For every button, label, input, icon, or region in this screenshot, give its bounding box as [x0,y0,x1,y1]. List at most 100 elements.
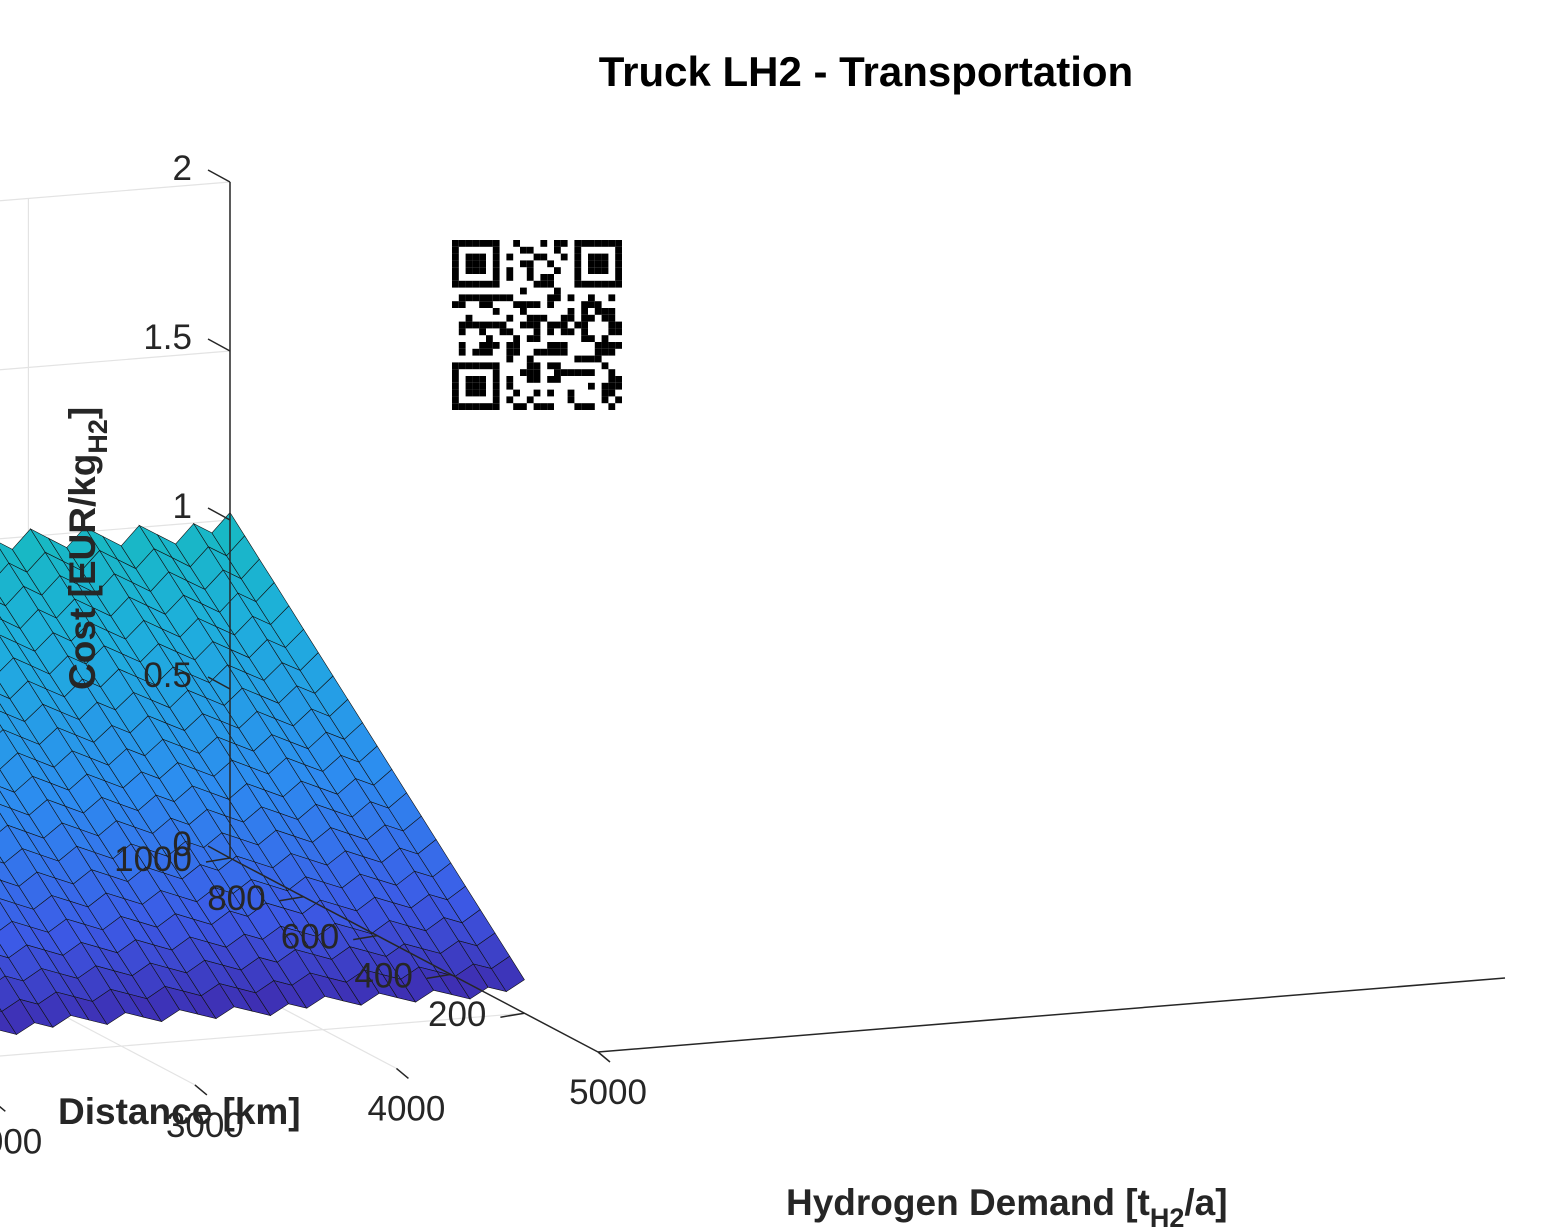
qr-module [615,382,622,390]
qr-module [588,403,595,410]
y-tick-mark [500,1012,525,1018]
qr-module [594,308,602,315]
z-axis-label: Cost [EUR/kgH2] [62,407,113,690]
qr-module [608,342,616,349]
qr-module [601,389,609,397]
qr-module [594,240,602,247]
qr-module [452,274,459,281]
qr-module [574,246,582,254]
qr-module [465,321,473,329]
qr-module [601,382,609,390]
qr-module [554,240,561,247]
qr-module [513,403,520,410]
qr-module [520,403,527,410]
y-tick-label: 600 [281,918,339,957]
qr-module [594,267,602,274]
qr-module [567,369,575,376]
qr-module [506,376,514,383]
qr-module [601,267,609,274]
qr-module [472,403,480,410]
qr-module [472,376,480,383]
qr-module [608,308,616,315]
qr-module [615,260,622,268]
z-tick-label: 2 [173,149,192,188]
qr-module [608,382,616,390]
qr-module [588,294,595,302]
qr-module [492,246,500,254]
qr-module [479,328,486,336]
qr-module [581,321,588,329]
qr-module [526,362,534,370]
qr-module [492,280,500,288]
qr-module [520,260,527,268]
qr-module [452,403,459,410]
qr-module [472,389,480,397]
z-gridline [0,181,231,202]
y-tick-mark [426,973,451,980]
qr-module [554,287,561,295]
qr-module [472,280,480,288]
qr-module [452,246,459,254]
qr-module [588,260,595,268]
qr-module [513,389,520,397]
qr-module [479,321,486,329]
qr-module [547,389,554,397]
qr-module [492,389,500,397]
qr-module [526,396,534,404]
qr-module [533,369,541,376]
qr-module [547,294,554,302]
qr-module [486,280,493,288]
qr-module [526,260,534,268]
qr-module [472,362,480,370]
qr-module [513,240,520,247]
qr-module [594,355,602,363]
qr-module [533,362,541,370]
qr-module [452,362,459,370]
qr-module [452,382,459,390]
qr-module [560,314,568,322]
qr-module [547,321,554,329]
qr-module [526,355,534,363]
qr-module [588,240,595,247]
qr-module [547,260,554,268]
qr-module [594,260,602,268]
qr-module [601,335,609,342]
qr-module [601,362,609,370]
qr-module [594,253,602,261]
qr-module [547,362,554,370]
qr-module [465,389,473,397]
y-tick-mark [279,896,304,902]
qr-module [492,396,500,404]
qr-module [581,335,588,342]
z-tick-label: 1.5 [143,318,192,357]
z-tick-mark [207,169,231,183]
qr-module [479,260,486,268]
qr-module [560,348,568,356]
x-axis-label: Hydrogen Demand [tH2/a] [786,1182,1228,1231]
qr-module [588,253,595,261]
qr-module [615,342,622,349]
qr-module [601,396,609,404]
qr-module [554,294,561,302]
qr-module [601,253,609,261]
y-tick-mark [353,934,378,941]
qr-module [540,240,548,247]
qr-module [486,240,493,247]
qr-module [547,280,554,288]
qr-module [581,240,588,247]
qr-module [615,246,622,254]
qr-module [479,301,486,308]
qr-module [486,294,493,302]
qr-module [574,369,582,376]
qr-module [574,321,582,329]
qr-module [581,328,588,336]
qr-module [526,301,534,308]
qr-module [472,240,480,247]
qr-module [547,301,554,308]
qr-module [615,274,622,281]
qr-module [465,240,473,247]
qr-module [601,280,609,288]
qr-module [458,280,466,288]
qr-module [526,321,534,329]
